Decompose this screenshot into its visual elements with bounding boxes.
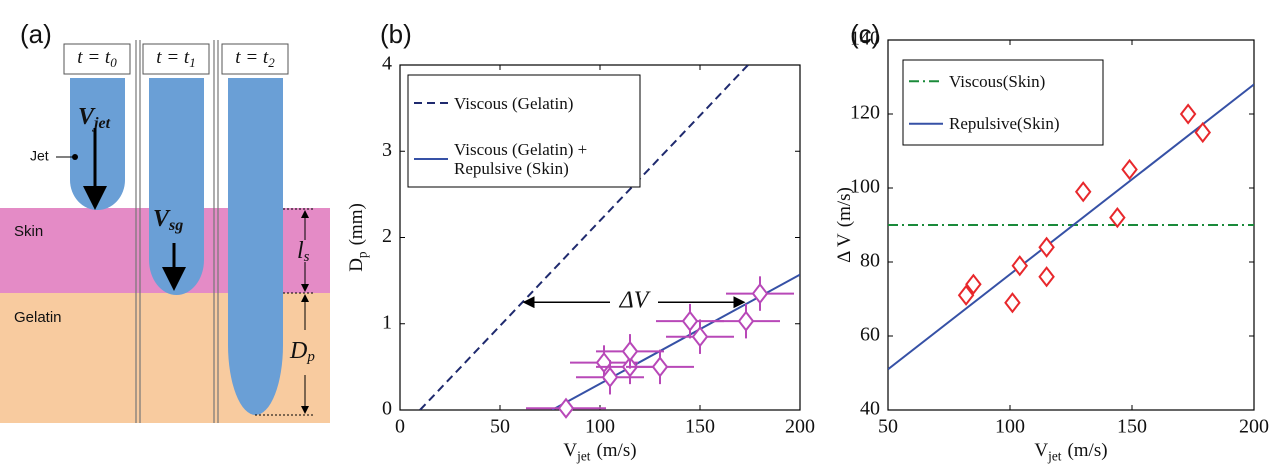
separators: [135, 40, 219, 423]
y-tick-label: 1: [382, 311, 392, 333]
time-label: t = t1: [156, 47, 195, 70]
jet-label: Jet: [30, 148, 49, 164]
legend-entry-wrap: Viscous (Gelatin) + Repulsive (Skin): [454, 131, 629, 187]
x-tick-label: 100: [585, 416, 615, 438]
legend-label: Repulsive(Skin): [949, 114, 1060, 134]
label-text: V: [563, 440, 577, 461]
y-tick-label: 60: [860, 324, 880, 346]
annotation-text: ΔV: [619, 288, 651, 314]
label-sub: p: [355, 251, 370, 258]
y-tick-label: 2: [382, 225, 392, 247]
legend-label: Viscous(Skin): [949, 71, 1046, 91]
ls-label: ls: [297, 238, 310, 266]
velocity-label: Vsg: [153, 206, 183, 234]
annotation-bg: [610, 288, 658, 317]
y-tick-label: 4: [382, 53, 392, 75]
axis-label: Vjet (m/s): [563, 440, 636, 463]
legend-entry: Viscous (Gelatin): [454, 75, 629, 131]
data-point: [1004, 292, 1021, 314]
label-sub: jet: [1047, 449, 1062, 464]
legend-entry-wrap: Viscous(Skin): [949, 60, 1089, 103]
panel-label: (c): [850, 19, 880, 49]
data-point: [557, 397, 575, 419]
data-point: [737, 310, 755, 332]
data-point: [957, 284, 975, 306]
legend-entry: Viscous(Skin): [949, 60, 1089, 103]
label-sub: jet: [576, 449, 591, 464]
x-tick-label: 150: [1117, 416, 1147, 438]
data-point: [681, 310, 699, 332]
time-label: t = t2: [235, 47, 275, 70]
time-label: t = t0: [77, 47, 117, 70]
data-point: [1121, 158, 1138, 181]
x-tick-label: 50: [490, 416, 510, 438]
jet-column: [228, 78, 283, 415]
legend-entry: Repulsive(Skin): [949, 103, 1089, 146]
y-tick-label: 0: [382, 398, 392, 420]
legend-entry-wrap: Viscous (Gelatin): [454, 75, 629, 131]
y-tick-label: 100: [850, 176, 880, 198]
label-text: D: [346, 258, 367, 272]
y-tick-label: 40: [860, 398, 880, 420]
legend-box: [902, 59, 1104, 146]
skin-label: Skin: [14, 223, 43, 240]
time-boxes: [63, 43, 289, 75]
panel-label: (b): [380, 19, 412, 49]
series-line: [888, 83, 1254, 371]
label-text: Δ V: [834, 233, 855, 263]
diagram: (a) t = t0 t = t1 t = t2 Vjet Vsg Jet Sk…: [0, 19, 330, 423]
data-point: [691, 326, 709, 348]
data-point: [651, 356, 669, 378]
panel-label: (a): [20, 19, 52, 49]
label-unit: (m/s): [1067, 440, 1107, 461]
data-point: [1074, 181, 1092, 203]
axis-label: Vjet (m/s): [1034, 440, 1107, 463]
data-point: [601, 366, 619, 388]
legend-label: Viscous (Gelatin) + Repulsive (Skin): [454, 140, 588, 178]
dp-label: Dp: [289, 338, 315, 366]
velocity-label: Vjet: [78, 104, 111, 132]
label-unit: (mm): [346, 203, 367, 245]
x-tick-label: 50: [878, 416, 898, 438]
guides: [255, 208, 315, 416]
y-tick-label: 120: [850, 102, 880, 124]
axis-label: Δ V (m/s): [834, 187, 855, 263]
label-unit: (m/s): [596, 440, 636, 461]
x-tick-label: 0: [395, 416, 405, 438]
jet-column: [70, 78, 125, 211]
data-point: [1179, 103, 1197, 125]
data-point: [1038, 266, 1055, 288]
data-point: [1109, 206, 1126, 229]
y-tick-label: 80: [860, 250, 880, 272]
gelatin-label: Gelatin: [14, 309, 62, 326]
legend-box: [407, 74, 641, 188]
x-tick-label: 200: [785, 416, 815, 438]
legend-label: Viscous (Gelatin): [454, 93, 574, 113]
axis-label: Dp (mm): [346, 203, 369, 272]
x-tick-label: 150: [685, 416, 715, 438]
pointer-dot: [72, 154, 78, 160]
label-text: V: [1034, 440, 1048, 461]
data-point: [1038, 236, 1055, 258]
data-point: [1011, 255, 1029, 277]
data-point: [1194, 121, 1212, 144]
data-point: [965, 273, 982, 295]
data-point: [751, 282, 769, 305]
label-unit: (m/s): [834, 187, 855, 227]
legend-entry: Viscous (Gelatin) + Repulsive (Skin): [454, 131, 629, 187]
x-tick-label: 100: [995, 416, 1025, 438]
legend-entry-wrap: Repulsive(Skin): [949, 103, 1089, 146]
y-tick-label: 140: [850, 28, 880, 50]
x-tick-label: 200: [1239, 416, 1269, 438]
jet-column: [149, 78, 204, 295]
data-point: [621, 340, 639, 362]
y-tick-label: 3: [382, 139, 392, 161]
series-line: [419, 65, 749, 410]
